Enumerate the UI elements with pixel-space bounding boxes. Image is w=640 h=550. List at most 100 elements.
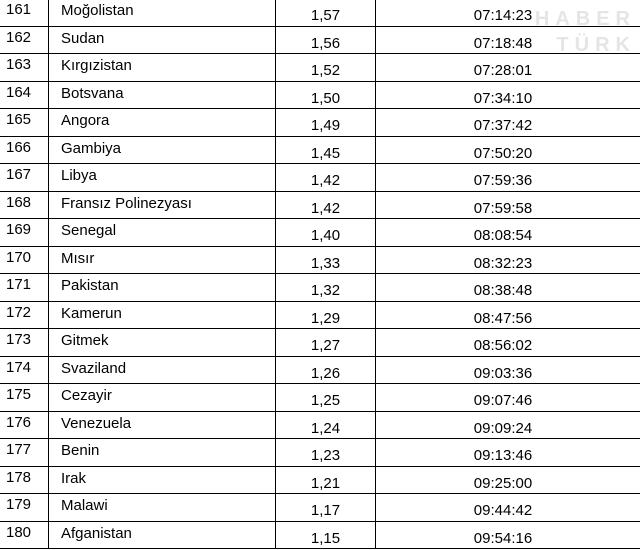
watermark: TÜRK	[556, 34, 636, 56]
country-cell: Afganistan	[48, 521, 275, 548]
table-row: 172 Kamerun 1,29 08:47:56	[0, 301, 640, 329]
country-cell: Sudan	[48, 26, 275, 53]
value-cell: 1,26	[275, 356, 375, 383]
country-cell: Benin	[48, 439, 275, 466]
time-cell: 09:25:00	[375, 466, 640, 493]
table-row: 169 Senegal 1,40 08:08:54	[0, 219, 640, 247]
value-cell: 1,21	[275, 466, 375, 493]
time-cell: 07:18:48	[375, 26, 640, 53]
rank-cell: 178	[6, 468, 32, 486]
table-row: 178 Irak 1,21 09:25:00	[0, 466, 640, 494]
rank-cell: 163	[6, 56, 32, 73]
time-cell: 08:38:48	[375, 274, 640, 301]
time-cell: 07:34:10	[375, 81, 640, 108]
time-cell: 07:59:58	[375, 191, 640, 218]
country-cell: Gitmek	[48, 329, 275, 356]
value-cell: 1,40	[275, 219, 375, 246]
country-cell: Cezayir	[48, 384, 275, 411]
value-cell: 1,17	[275, 494, 375, 521]
rank-cell: 167	[6, 166, 32, 183]
rank-cell: 176	[6, 413, 32, 431]
value-cell: 1,42	[275, 191, 375, 218]
table-row: 180 Afganistan 1,15 09:54:16	[0, 521, 640, 549]
table-row: 167 Libya 1,42 07:59:36	[0, 164, 640, 192]
country-cell: Mısır	[48, 246, 275, 273]
time-cell: 09:03:36	[375, 356, 640, 383]
rank-cell: 164	[6, 83, 32, 101]
table-row: 179 Malawi 1,17 09:44:42	[0, 494, 640, 522]
value-cell: 1,52	[275, 54, 375, 81]
value-cell: 1,49	[275, 109, 375, 136]
country-cell: Pakistan	[48, 274, 275, 301]
country-cell: Kamerun	[48, 301, 275, 328]
table-row: 173 Gitmek 1,27 08:56:02	[0, 329, 640, 357]
rank-cell: 166	[6, 138, 32, 156]
time-cell: 08:32:23	[375, 246, 640, 273]
rank-cell: 165	[6, 111, 32, 128]
time-cell: 09:54:16	[375, 521, 640, 548]
country-cell: Angora	[48, 109, 275, 136]
rank-cell: 170	[6, 248, 32, 266]
value-cell: 1,25	[275, 384, 375, 411]
value-cell: 1,56	[275, 26, 375, 53]
time-cell: 07:50:20	[375, 136, 640, 163]
value-cell: 1,33	[275, 246, 375, 273]
country-cell: Malawi	[48, 494, 275, 521]
value-cell: 1,15	[275, 521, 375, 548]
table-row: 163 Kırgızistan 1,52 07:28:01	[0, 54, 640, 82]
rank-cell: 179	[6, 496, 32, 513]
rank-cell: 180	[6, 523, 32, 541]
country-cell: Botsvana	[48, 81, 275, 108]
table-row: 165 Angora 1,49 07:37:42	[0, 109, 640, 137]
table-row: 164 Botsvana 1,50 07:34:10	[0, 81, 640, 109]
value-cell: 1,29	[275, 301, 375, 328]
time-cell: 07:59:36	[375, 164, 640, 191]
country-cell: Kırgızistan	[48, 54, 275, 81]
table-row: 161 Moğolistan 1,57 07:14:23	[0, 0, 640, 27]
country-cell: Fransız Polinezyası	[48, 191, 275, 218]
rank-cell: 171	[6, 276, 32, 293]
time-cell: 09:09:24	[375, 411, 640, 438]
time-cell: 08:56:02	[375, 329, 640, 356]
time-cell: 07:28:01	[375, 54, 640, 81]
rank-cell: 168	[6, 193, 32, 211]
rank-cell: 177	[6, 441, 32, 458]
time-cell: 07:37:42	[375, 109, 640, 136]
rank-cell: 161	[6, 1, 32, 18]
time-cell: 09:07:46	[375, 384, 640, 411]
time-cell: 08:08:54	[375, 219, 640, 246]
country-cell: Libya	[48, 164, 275, 191]
table-row: 177 Benin 1,23 09:13:46	[0, 439, 640, 467]
value-cell: 1,23	[275, 439, 375, 466]
table-row: 162 Sudan 1,56 07:18:48	[0, 26, 640, 54]
value-cell: 1,42	[275, 164, 375, 191]
country-cell: Gambiya	[48, 136, 275, 163]
rank-cell: 173	[6, 331, 32, 348]
value-cell: 1,32	[275, 274, 375, 301]
country-cell: Svaziland	[48, 356, 275, 383]
time-cell: 09:44:42	[375, 494, 640, 521]
value-cell: 1,24	[275, 411, 375, 438]
rank-cell: 175	[6, 386, 32, 403]
watermark: HABER	[534, 8, 636, 30]
rank-cell: 169	[6, 221, 32, 238]
country-cell: Irak	[48, 466, 275, 493]
table-row: 166 Gambiya 1,45 07:50:20	[0, 136, 640, 164]
value-cell: 1,45	[275, 136, 375, 163]
value-cell: 1,50	[275, 81, 375, 108]
table-row: 170 Mısır 1,33 08:32:23	[0, 246, 640, 274]
country-cell: Moğolistan	[48, 0, 275, 26]
rank-cell: 162	[6, 28, 32, 46]
value-cell: 1,27	[275, 329, 375, 356]
country-cell: Senegal	[48, 219, 275, 246]
country-cell: Venezuela	[48, 411, 275, 438]
table-row: 174 Svaziland 1,26 09:03:36	[0, 356, 640, 384]
value-cell: 1,57	[275, 0, 375, 26]
table-row: 168 Fransız Polinezyası 1,42 07:59:58	[0, 191, 640, 219]
rank-cell: 172	[6, 303, 32, 321]
time-cell: 08:47:56	[375, 301, 640, 328]
table-row: 175 Cezayir 1,25 09:07:46	[0, 384, 640, 412]
rank-cell: 174	[6, 358, 32, 376]
